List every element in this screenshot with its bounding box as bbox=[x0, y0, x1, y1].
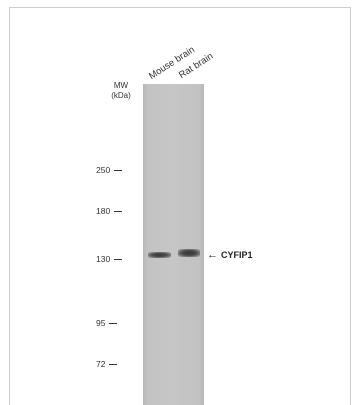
mw-axis-title: MW (kDa) bbox=[104, 81, 138, 101]
band-mouse-brain bbox=[148, 252, 171, 258]
marker-tick bbox=[114, 210, 123, 212]
marker-250: 250 bbox=[96, 164, 123, 176]
marker-tick bbox=[114, 169, 123, 171]
marker-tick bbox=[109, 363, 118, 365]
marker-tick bbox=[114, 258, 123, 260]
marker-130: 130 bbox=[96, 253, 123, 265]
marker-72: 72 bbox=[96, 358, 118, 370]
marker-value: 180 bbox=[96, 206, 111, 216]
target-label: CYFIP1 bbox=[221, 250, 253, 260]
marker-95: 95 bbox=[96, 317, 118, 329]
target-annotation: ← CYFIP1 bbox=[207, 249, 253, 261]
marker-value: 130 bbox=[96, 254, 111, 264]
marker-tick bbox=[109, 322, 118, 324]
marker-value: 72 bbox=[96, 359, 106, 369]
left-arrow-icon: ← bbox=[207, 249, 218, 261]
band-rat-brain bbox=[178, 249, 200, 257]
blot-membrane bbox=[143, 84, 204, 405]
marker-value: 95 bbox=[96, 318, 106, 328]
marker-180: 180 bbox=[96, 205, 123, 217]
mw-label: MW bbox=[113, 81, 129, 90]
kda-label: (kDa) bbox=[111, 91, 131, 100]
marker-value: 250 bbox=[96, 165, 111, 175]
